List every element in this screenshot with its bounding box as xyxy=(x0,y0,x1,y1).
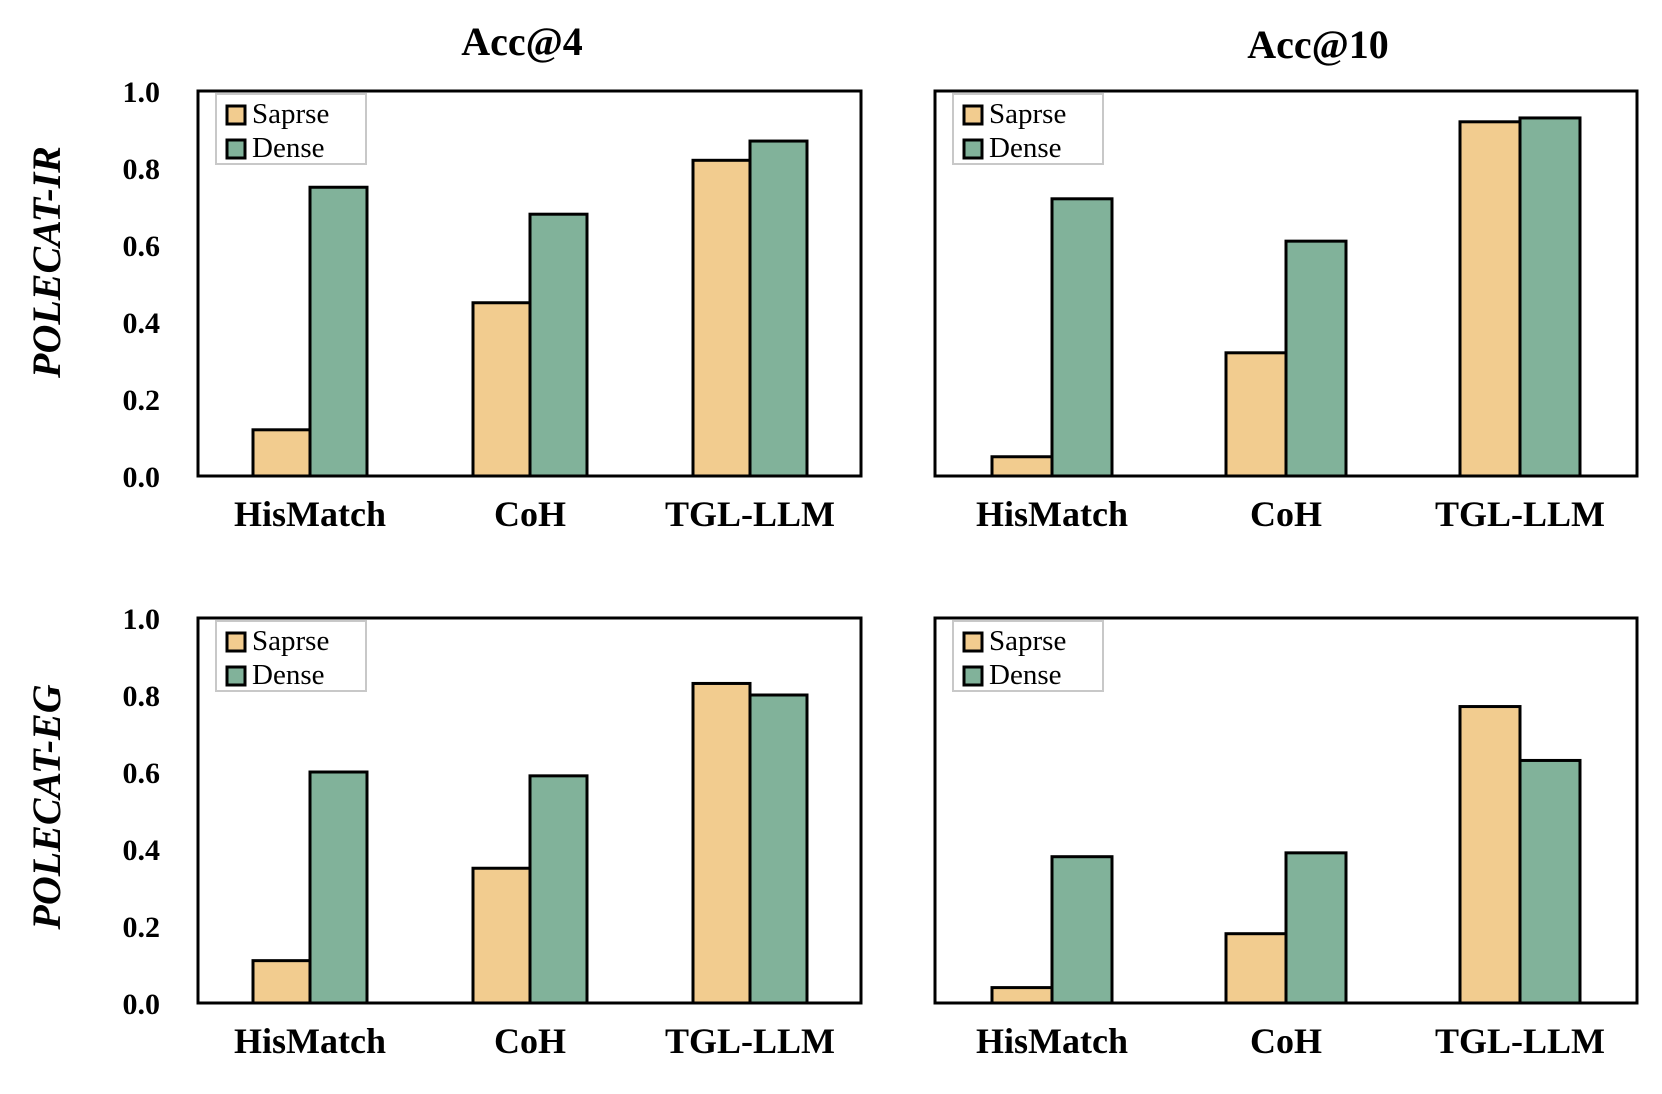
bar-dense-tgl-llm xyxy=(1518,758,1582,1005)
legend-swatch-saprse xyxy=(962,104,984,126)
legend-swatch-dense xyxy=(225,665,247,687)
bar-saprse-hismatch xyxy=(251,428,312,478)
bar-saprse-coh xyxy=(1224,932,1288,1005)
x-tick-label-coh: CoH xyxy=(494,494,566,534)
y-tick-label: 0.0 xyxy=(123,461,161,494)
bar-dense-tgl-llm xyxy=(748,693,809,1005)
y-tick-label: 1.0 xyxy=(123,603,161,636)
y-tick-label: 0.8 xyxy=(123,153,161,186)
legend-swatch-dense xyxy=(962,138,984,160)
bar-dense-coh xyxy=(1284,239,1348,478)
bar-saprse-tgl-llm xyxy=(691,681,752,1005)
x-tick-label-hismatch: HisMatch xyxy=(234,1021,386,1061)
x-tick-label-coh: CoH xyxy=(494,1021,566,1061)
legend-label-saprse: Saprse xyxy=(989,98,1066,130)
x-tick-label-tgl-llm: TGL-LLM xyxy=(665,494,835,534)
y-tick-label: 0.6 xyxy=(123,757,161,790)
bar-saprse-hismatch xyxy=(990,986,1054,1005)
column-title-acc4: Acc@4 xyxy=(461,19,583,64)
row-label-polecat-ir: POLECAT-IR xyxy=(24,146,69,379)
x-tick-label-hismatch: HisMatch xyxy=(234,494,386,534)
x-tick-label-hismatch: HisMatch xyxy=(976,1021,1128,1061)
bar-dense-tgl-llm xyxy=(1518,116,1582,478)
bar-saprse-coh xyxy=(1224,351,1288,478)
y-tick-label: 0.0 xyxy=(123,988,161,1021)
bar-dense-hismatch xyxy=(1050,197,1114,478)
bar-dense-hismatch xyxy=(308,185,369,478)
legend-box xyxy=(952,620,1104,692)
bar-dense-coh xyxy=(528,212,589,478)
column-title-acc10: Acc@10 xyxy=(1247,22,1389,67)
y-tick-label: 0.4 xyxy=(123,307,161,340)
bar-saprse-tgl-llm xyxy=(1458,120,1522,478)
y-tick-label: 0.8 xyxy=(123,680,161,713)
y-tick-label: 0.4 xyxy=(123,834,161,867)
bar-saprse-hismatch xyxy=(990,455,1054,478)
x-tick-label-tgl-llm: TGL-LLM xyxy=(1435,1021,1605,1061)
bar-dense-hismatch xyxy=(1050,855,1114,1005)
row-label-polecat-eg: POLECAT-EG xyxy=(24,684,69,930)
bar-dense-tgl-llm xyxy=(748,139,809,478)
x-tick-label-tgl-llm: TGL-LLM xyxy=(1435,494,1605,534)
y-tick-label: 0.2 xyxy=(123,384,161,417)
legend-label-saprse: Saprse xyxy=(252,98,329,130)
chart-panel-polecat-eg-acc-4: 0.0 0.2 0.4 0.6 0.8 1.0 HisMatch CoH TGL-LLM Sapr… xyxy=(123,603,863,1061)
bar-dense-coh xyxy=(1284,851,1348,1005)
bar-saprse-hismatch xyxy=(251,959,312,1005)
y-tick-label: 0.2 xyxy=(123,911,161,944)
x-tick-label-coh: CoH xyxy=(1250,1021,1322,1061)
legend-swatch-saprse xyxy=(225,631,247,653)
bar-dense-coh xyxy=(528,774,589,1005)
x-tick-label-coh: CoH xyxy=(1250,494,1322,534)
bar-saprse-tgl-llm xyxy=(1458,705,1522,1005)
legend-swatch-dense xyxy=(962,665,984,687)
bar-saprse-coh xyxy=(471,866,532,1005)
x-tick-label-tgl-llm: TGL-LLM xyxy=(665,1021,835,1061)
legend-label-saprse: Saprse xyxy=(989,625,1066,657)
bar-saprse-tgl-llm xyxy=(691,158,752,478)
legend-label-saprse: Saprse xyxy=(252,625,329,657)
x-tick-label-hismatch: HisMatch xyxy=(976,494,1128,534)
chart-panel-polecat-ir-acc-4: 0.0 0.2 0.4 0.6 0.8 1.0 HisMatch CoH TGL-LLM Sapr… xyxy=(123,76,863,534)
legend-label-dense: Dense xyxy=(989,132,1061,164)
legend-label-dense: Dense xyxy=(989,659,1061,691)
legend-swatch-saprse xyxy=(225,104,247,126)
y-tick-label: 0.6 xyxy=(123,230,161,263)
y-tick-label: 1.0 xyxy=(123,76,161,109)
legend-swatch-saprse xyxy=(962,631,984,653)
legend-label-dense: Dense xyxy=(252,132,324,164)
bar-dense-hismatch xyxy=(308,770,369,1005)
bar-saprse-coh xyxy=(471,301,532,478)
legend-swatch-dense xyxy=(225,138,247,160)
legend-label-dense: Dense xyxy=(252,659,324,691)
